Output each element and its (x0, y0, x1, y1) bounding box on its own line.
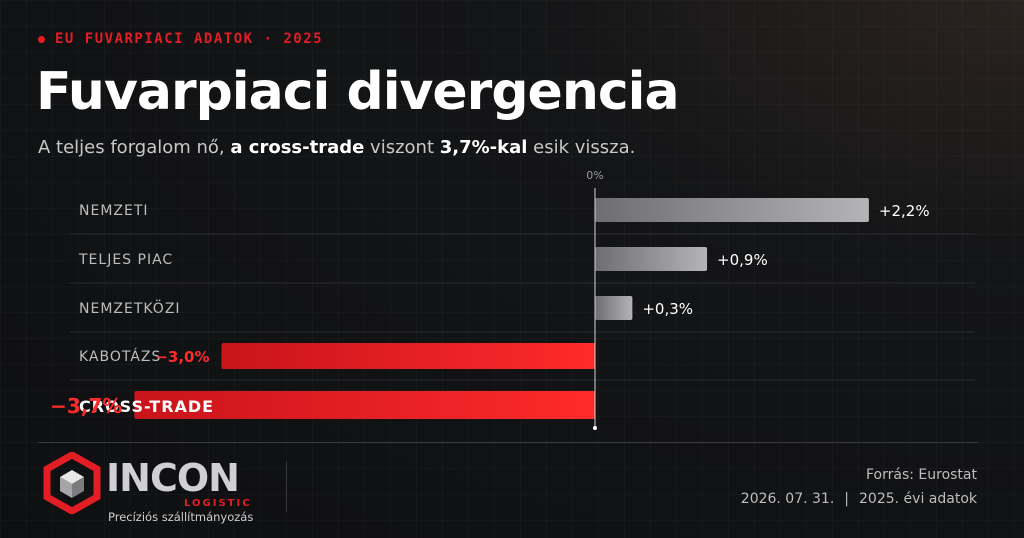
bar-kabot-zs (221, 343, 595, 369)
source-text: Forrás: Eurostat (865, 467, 977, 483)
subtitle-bold-1: a cross-trade (230, 137, 365, 158)
page-title: Fuvarpiaci divergencia (36, 62, 680, 122)
value-label: +0,3% (642, 300, 693, 318)
bar-nemzeti (595, 198, 869, 222)
bar-nemzetk-zi (595, 296, 633, 320)
footer-divider (38, 442, 978, 443)
kicker: EU FUVARPIACI ADATOK · 2025 (38, 31, 323, 47)
footer-separator (286, 462, 287, 512)
subtitle-bold-2: 3,7%-kal (439, 137, 528, 158)
value-label: −3,7% (50, 394, 122, 418)
hexagon-cube-icon (43, 452, 101, 514)
category-label: KABOTÁZS (79, 348, 161, 365)
zero-axis-label: 0% (586, 169, 603, 182)
period-text: 2025. évi adatok (859, 491, 977, 507)
value-label: +2,2% (879, 202, 930, 220)
category-label: NEMZETI (79, 203, 149, 219)
subtitle-text-3: esik vissza. (527, 137, 636, 158)
brand-logo: INCON LOGISTIC Precíziós szállítmányozás (42, 452, 257, 532)
meta-separator: | (844, 491, 850, 507)
red-dot-icon (38, 35, 45, 43)
subtitle-text-2: viszont (364, 137, 440, 158)
brand-sub: LOGISTIC (184, 498, 252, 509)
category-label: CROSS-TRADE (79, 397, 214, 416)
brand-tagline: Precíziós szállítmányozás (108, 510, 254, 524)
kicker-text: EU FUVARPIACI ADATOK · 2025 (55, 31, 324, 47)
category-label: TELJES PIAC (78, 252, 173, 268)
subtitle-text-1: A teljes forgalom nő, (38, 137, 231, 158)
value-label: +0,9% (717, 251, 768, 269)
category-label: NEMZETKÖZI (79, 299, 181, 317)
footer-meta: 2026. 07. 31. | 2025. évi adatok (741, 491, 977, 507)
subtitle: A teljes forgalom nő, a cross-trade visz… (38, 137, 635, 158)
brand-name: INCON (106, 456, 240, 500)
bar-cross-trade (134, 391, 595, 419)
bar-teljes-piac (595, 247, 708, 271)
value-label: −3,0% (155, 348, 209, 366)
date-text: 2026. 07. 31. (740, 491, 835, 507)
zero-axis-dot (593, 426, 597, 430)
